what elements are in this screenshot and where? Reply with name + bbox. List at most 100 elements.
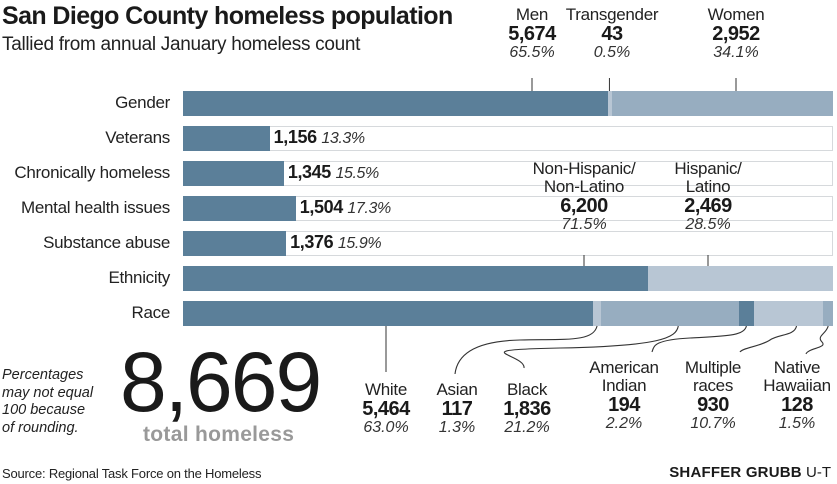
ethnicity-label-0-name: Non-Hispanic/ — [532, 159, 636, 178]
bar-segment-race-american-indian — [739, 301, 754, 326]
race-label-black-value: 1,836 — [503, 397, 551, 420]
total-homeless-number: 8,669 — [120, 335, 322, 429]
bar-track-chronically-homeless — [183, 161, 833, 186]
race-label-multiple-races-percent: 10.7% — [690, 414, 736, 432]
race-label-white-value: 5,464 — [362, 397, 410, 420]
race-label-american-indian-value: 194 — [608, 393, 640, 416]
race-label-asian: Asian 117 1.3% — [436, 381, 477, 437]
gender-label-men-value: 5,674 — [508, 22, 556, 45]
race-label-multiple-races-name: races — [692, 375, 734, 395]
ethnicity-label-1-name: Latino — [685, 176, 731, 196]
ethnicity-label-1: Hispanic/Latino 2,469 28.5% — [674, 159, 742, 233]
bar-veterans — [183, 126, 270, 151]
row-label-race: Race — [131, 303, 171, 322]
race-label-asian-name: Asian — [436, 380, 478, 399]
total-homeless-label: total homeless — [143, 423, 295, 446]
ethnicity-label-0-value: 6,200 — [560, 194, 608, 217]
bar-segment-ethnicity-hispanic-latino — [647, 266, 833, 291]
ethnicity-label-0: Non-Hispanic/Non-Latino 6,200 71.5% — [533, 160, 636, 233]
gender-label-transgender-percent: 0.5% — [593, 43, 631, 61]
credit-org: U-T — [806, 464, 831, 481]
row-label-ethnicity: Ethnicity — [108, 268, 170, 287]
gender-label-transgender: Transgender 43 0.5% — [565, 5, 659, 62]
row-label-veterans: Veterans — [105, 128, 170, 147]
bar-value-label-veterans: 1,156 13.3% — [274, 127, 365, 148]
race-label-native-hawaiian-name: Hawaiian — [763, 375, 831, 395]
race-label-american-indian: American Indian 194 2.2% — [589, 358, 659, 432]
bar-track-substance-abuse — [183, 231, 833, 256]
gender-label-men-percent: 65.5% — [509, 43, 555, 61]
race-label-black-name: Black — [506, 380, 548, 399]
race-label-black: Black 1,836 21.2% — [503, 381, 551, 437]
gender-label-women-percent: 34.1% — [713, 43, 759, 61]
gender-label-women: Women 2,952 34.1% — [708, 6, 765, 62]
chart-title: San Diego County homeless population — [2, 2, 453, 30]
race-label-asian-value: 117 — [441, 397, 473, 420]
race-label-native-hawaiian-percent: 1.5% — [778, 414, 816, 432]
race-connector-black — [503, 325, 679, 369]
race-label-asian-percent: 1.3% — [438, 418, 476, 436]
bar-value-label-chronically-homeless: 1,345 15.5% — [288, 162, 379, 183]
rounding-note: Percentages may not equal 100 because of… — [2, 367, 94, 436]
bar-chronically-homeless — [183, 161, 284, 186]
bar-value-mental-health-issues: 1,504 — [299, 197, 343, 217]
race-label-black-percent: 21.2% — [504, 418, 550, 436]
chart-subtitle: Tallied from annual January homeless cou… — [2, 34, 361, 55]
ethnicity-label-1-value: 2,469 — [684, 194, 732, 217]
bar-segment-gender-transgender — [608, 91, 612, 116]
bar-segment-race-asian — [592, 301, 602, 326]
race-label-american-indian-name: American — [589, 358, 659, 377]
bar-segment-gender-women — [611, 91, 833, 116]
bar-segment-gender-men — [183, 91, 609, 116]
source-note: Source: Regional Task Force on the Homel… — [2, 466, 262, 481]
race-connector-native-hawaiian — [805, 325, 829, 355]
gender-label-transgender-value: 43 — [601, 22, 623, 45]
bar-percent-veterans: 13.3% — [321, 130, 365, 147]
ethnicity-label-0-name: Non-Latino — [543, 176, 625, 196]
race-label-american-indian-name: Indian — [601, 375, 647, 395]
race-connector-multiple — [739, 325, 798, 353]
row-label-gender: Gender — [115, 93, 170, 112]
bar-percent-chronically-homeless: 15.5% — [335, 165, 380, 182]
bar-segment-ethnicity-non-hispanic-non-latino — [183, 266, 648, 291]
row-label-substance-abuse: Substance abuse — [43, 233, 170, 252]
bar-segment-race-native-hawaiian — [823, 301, 833, 326]
bar-mental-health-issues — [183, 196, 296, 221]
ethnicity-label-1-percent: 28.5% — [685, 215, 731, 233]
bar-percent-mental-health-issues: 17.3% — [347, 200, 391, 217]
race-label-multiple-races: Multiple races 930 10.7% — [685, 359, 741, 432]
race-label-native-hawaiian-name: Native — [773, 358, 821, 377]
row-label-mental-health-issues: Mental health issues — [21, 198, 170, 217]
bar-segment-race-black — [601, 301, 740, 326]
race-label-multiple-races-value: 930 — [697, 393, 729, 416]
race-label-multiple-races-name: Multiple — [684, 358, 742, 377]
bar-substance-abuse — [183, 231, 287, 256]
gender-label-men: Men 5,674 65.5% — [508, 6, 556, 62]
bar-value-veterans: 1,156 — [273, 127, 317, 147]
credit: SHAFFER GRUBB U-T — [669, 464, 831, 481]
race-label-american-indian-percent: 2.2% — [605, 414, 643, 432]
race-connector-asian — [454, 325, 598, 375]
ethnicity-label-1-name: Hispanic/ — [674, 159, 742, 178]
gender-label-men-name: Men — [515, 5, 549, 24]
bar-value-label-mental-health-issues: 1,504 17.3% — [300, 197, 391, 218]
ethnicity-label-0-percent: 71.5% — [561, 215, 607, 233]
bar-value-chronically-homeless: 1,345 — [287, 162, 331, 182]
gender-label-transgender-name: Transgender — [565, 5, 659, 24]
race-label-native-hawaiian: Native Hawaiian 128 1.5% — [763, 359, 831, 432]
race-label-white-name: White — [365, 380, 407, 399]
bar-segment-race-white — [183, 301, 593, 326]
race-label-native-hawaiian-value: 128 — [781, 393, 813, 416]
gender-label-women-name: Women — [707, 5, 765, 24]
race-label-white: White 5,464 63.0% — [362, 381, 410, 437]
bar-value-substance-abuse: 1,376 — [290, 232, 334, 252]
gender-label-women-value: 2,952 — [712, 22, 760, 45]
race-label-white-percent: 63.0% — [363, 418, 409, 436]
bar-percent-substance-abuse: 15.9% — [337, 235, 382, 252]
row-label-chronically-homeless: Chronically homeless — [14, 163, 170, 182]
race-connector-american-indian — [651, 325, 747, 353]
credit-name: SHAFFER GRUBB — [669, 464, 802, 481]
bar-value-label-substance-abuse: 1,376 15.9% — [290, 232, 381, 253]
bar-segment-race-multiple-races — [753, 301, 824, 326]
